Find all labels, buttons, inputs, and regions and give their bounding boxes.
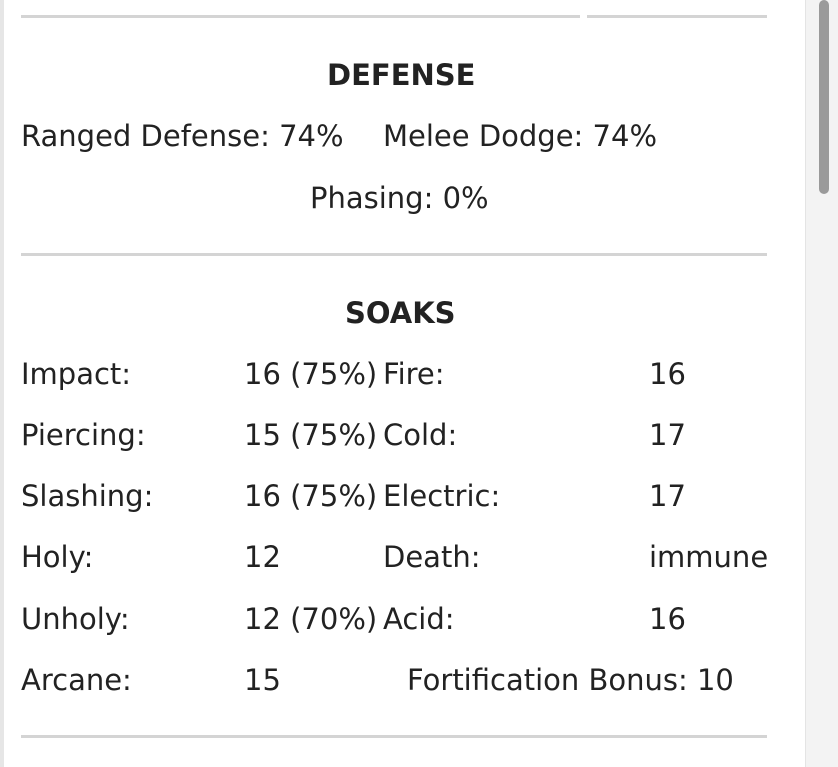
soak-label-death: Death: [383, 540, 481, 574]
soaks-divider [21, 735, 767, 738]
soak-label-acid: Acid: [383, 602, 455, 636]
fortification-bonus: Fortification Bonus: 10 [407, 663, 734, 697]
phasing: Phasing: 0% [310, 181, 489, 215]
defense-divider [21, 253, 767, 256]
soak-label-electric: Electric: [383, 479, 501, 513]
soak-label-slashing: Slashing: [21, 479, 154, 513]
soak-label-holy: Holy: [21, 540, 94, 574]
soak-value-fire: 16 [649, 357, 686, 391]
soak-value-impact: 16 (75%) [244, 357, 378, 391]
soak-value-holy: 12 [244, 540, 281, 574]
soak-label-arcane: Arcane: [21, 663, 132, 697]
soak-label-cold: Cold: [383, 418, 458, 452]
ranged-defense: Ranged Defense: 74% [21, 119, 344, 153]
soak-value-cold: 17 [649, 418, 686, 452]
soak-label-unholy: Unholy: [21, 602, 130, 636]
soak-label-piercing: Piercing: [21, 418, 146, 452]
top-divider-left [21, 15, 580, 18]
stats-panel: DEFENSE Ranged Defense: 74% Melee Dodge:… [0, 0, 769, 767]
soak-value-death: immune [649, 540, 769, 574]
soak-value-slashing: 16 (75%) [244, 479, 378, 513]
scrollbar-track[interactable] [805, 0, 838, 767]
soak-value-electric: 17 [649, 479, 686, 513]
soaks-heading: SOAKS [345, 296, 456, 330]
soak-value-acid: 16 [649, 602, 686, 636]
melee-dodge: Melee Dodge: 74% [383, 119, 657, 153]
soak-value-arcane: 15 [244, 663, 281, 697]
soak-value-piercing: 15 (75%) [244, 418, 378, 452]
top-divider-right [587, 15, 767, 18]
defense-heading: DEFENSE [327, 58, 476, 92]
soak-value-unholy: 12 (70%) [244, 602, 378, 636]
soak-label-fire: Fire: [383, 357, 445, 391]
soak-label-impact: Impact: [21, 357, 132, 391]
scrollbar-thumb[interactable] [819, 0, 829, 194]
panel-border [0, 0, 4, 767]
